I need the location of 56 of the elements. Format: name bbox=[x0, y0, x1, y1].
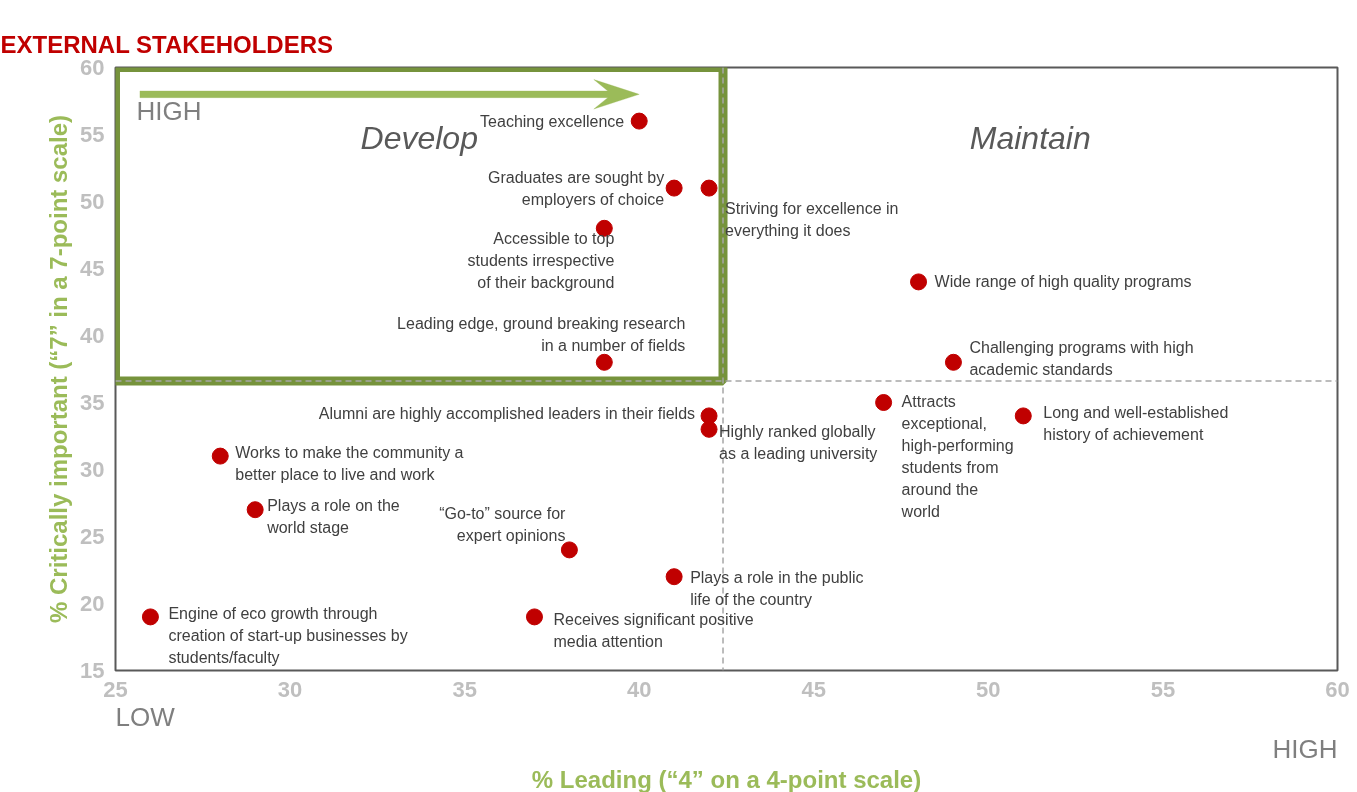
point bbox=[1014, 407, 1032, 425]
point bbox=[630, 112, 648, 130]
y-axis-title: % Critically important (“7” in a 7-point scale) bbox=[45, 114, 73, 624]
x-axis-title: % Leading (“4” on a 4-point scale) bbox=[531, 765, 922, 792]
annotation: Receives significant positive media attention bbox=[553, 610, 754, 650]
text: LOW bbox=[115, 701, 176, 732]
annotation: Leading edge, ground breaking research in a number of fields bbox=[397, 315, 686, 355]
annotation: Long and well-established history of achievement bbox=[1043, 403, 1229, 443]
annotation: Engine of eco growth through creation of start-up businesses by students/faculty bbox=[168, 604, 408, 667]
point bbox=[665, 568, 683, 586]
text: HIGH bbox=[1272, 733, 1338, 764]
annotation: HIGH bbox=[136, 95, 202, 126]
annotation: Graduates are sought by employers of choice bbox=[488, 168, 665, 208]
annotation: Challenging programs with high academic standards bbox=[969, 338, 1194, 378]
y-tick-label: 60 bbox=[80, 55, 105, 80]
y-tick-label: 50 bbox=[80, 189, 105, 214]
annotation: Maintain bbox=[969, 119, 1091, 156]
point bbox=[875, 394, 893, 411]
y-tick-label: 30 bbox=[80, 457, 105, 482]
x-tick-label: 50 bbox=[976, 676, 1001, 702]
y-tick-label: 35 bbox=[80, 390, 105, 415]
annotation: Works to make the community a better place to live and work bbox=[235, 444, 464, 484]
chart-title: EXTERNAL STAKEHOLDERS bbox=[0, 30, 333, 58]
y-tick-label: 40 bbox=[80, 323, 105, 348]
x-tick-label: 25 bbox=[103, 676, 128, 702]
point bbox=[595, 353, 613, 371]
annotation: Teaching excellence bbox=[480, 112, 625, 130]
annotation: Wide range of high quality programs bbox=[934, 273, 1192, 291]
x-tick-label: 35 bbox=[452, 676, 477, 702]
point bbox=[700, 420, 718, 438]
point bbox=[525, 608, 543, 626]
point bbox=[141, 608, 159, 626]
y-tick-label: 55 bbox=[80, 122, 105, 147]
y-tick-label: 20 bbox=[80, 591, 105, 616]
y-tick-label: 25 bbox=[80, 524, 105, 549]
annotation: Accessible to top students irrespective of their background bbox=[467, 230, 615, 292]
y-tick-label: 15 bbox=[80, 658, 105, 683]
x-tick-label: 55 bbox=[1150, 676, 1176, 702]
annotation: Highly ranked globally as a leading university bbox=[719, 423, 878, 463]
point bbox=[211, 447, 229, 465]
annotation: Plays a role on the world stage bbox=[266, 496, 400, 536]
x-tick-label: 60 bbox=[1325, 676, 1350, 702]
point bbox=[910, 273, 928, 291]
annotation: “Go-to” source for expert opinions bbox=[439, 504, 567, 544]
annotation: Develop bbox=[360, 119, 478, 156]
x-tick-label: 30 bbox=[277, 676, 303, 702]
point bbox=[665, 179, 683, 197]
annotation: Alumni are highly accomplished leaders in their fields bbox=[318, 405, 696, 423]
annotation: Plays a role in the public life of the country bbox=[690, 568, 864, 608]
point bbox=[700, 179, 718, 197]
annotation: Attracts exceptional, high-performing students from around the world bbox=[900, 392, 1014, 520]
y-tick-label: 45 bbox=[80, 256, 105, 281]
point bbox=[944, 353, 962, 371]
x-tick-label: 45 bbox=[801, 676, 827, 702]
point bbox=[246, 501, 264, 519]
x-tick-label: 40 bbox=[626, 676, 652, 702]
